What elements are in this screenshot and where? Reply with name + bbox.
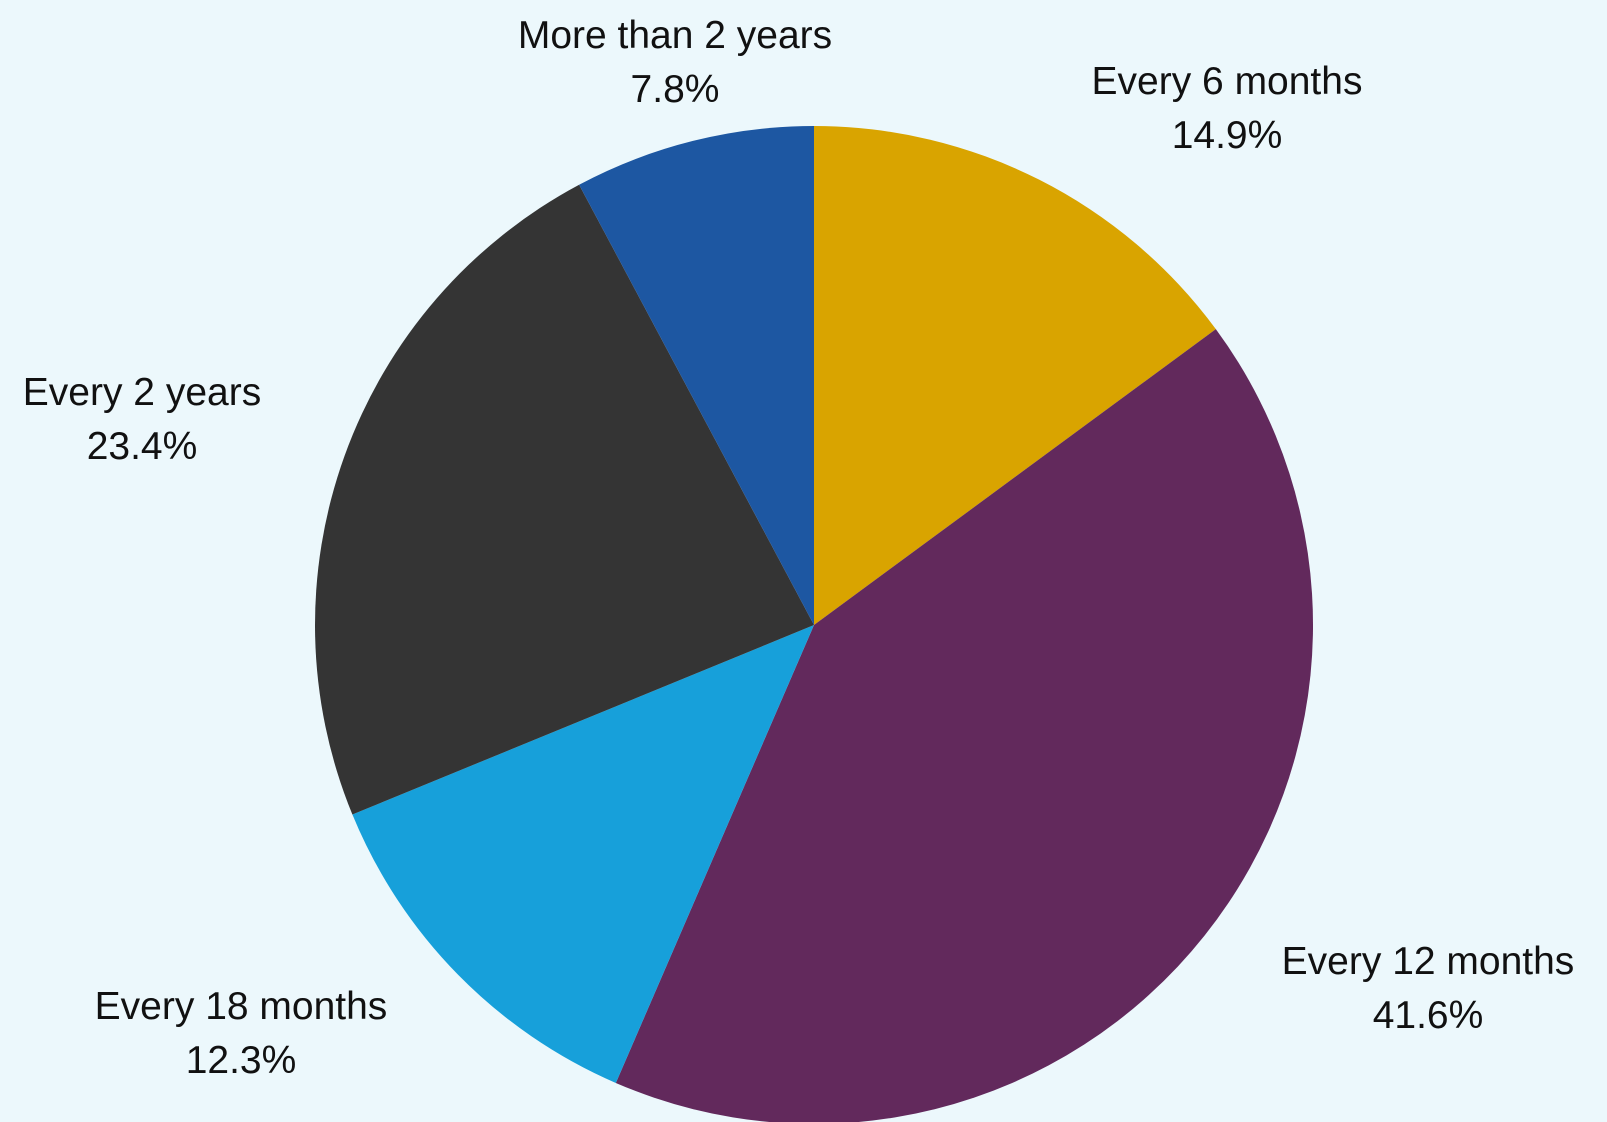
pie-slice-every-18-months <box>352 625 814 1083</box>
slice-category-label-more-than-2-years: More than 2 years <box>518 14 832 57</box>
slice-value-label-every-18-months: 12.3% <box>186 1039 297 1082</box>
slice-category-label-every-12-months: Every 12 months <box>1282 940 1575 983</box>
slice-category-label-every-6-months: Every 6 months <box>1092 60 1363 103</box>
slice-category-label-every-18-months: Every 18 months <box>95 985 388 1028</box>
slice-value-label-every-6-months: 14.9% <box>1172 114 1283 157</box>
slice-value-label-every-12-months: 41.6% <box>1373 994 1484 1037</box>
pie-slice-more-than-2-years <box>579 126 814 625</box>
slice-category-label-every-2-years: Every 2 years <box>23 371 261 414</box>
slice-value-label-every-2-years: 23.4% <box>87 425 198 468</box>
pie-slice-every-2-years <box>315 184 814 815</box>
pie-slice-every-6-months <box>814 125 1216 625</box>
slice-value-label-more-than-2-years: 7.8% <box>631 68 720 111</box>
pie-slice-every-12-months <box>615 329 1313 1122</box>
